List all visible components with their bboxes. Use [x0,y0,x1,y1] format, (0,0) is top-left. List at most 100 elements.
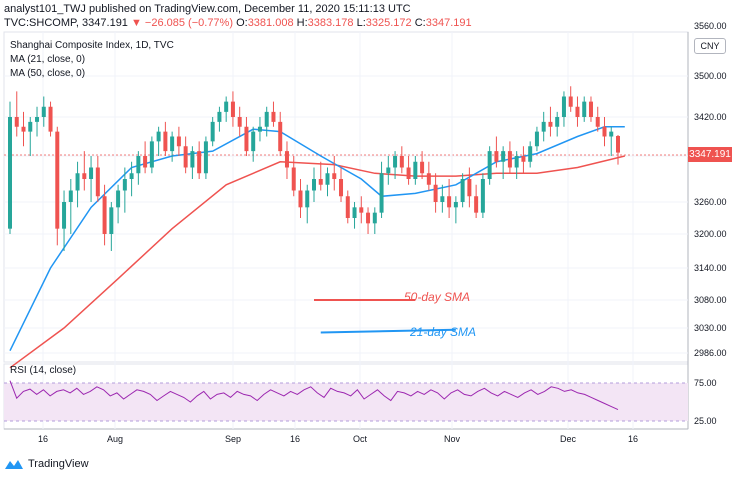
candle-body [575,106,580,117]
candle-body [95,167,100,197]
candle-body [190,151,195,168]
tradingview-brand[interactable]: TradingView [4,458,89,470]
ma50-legend[interactable]: MA (50, close, 0) [10,68,86,79]
candle [595,106,600,132]
candle-body [210,121,215,142]
candle-body [251,131,256,152]
candle [521,146,526,174]
rsi-line [9,380,619,411]
candle-body [109,207,114,234]
candle-body [426,173,431,185]
candle-body [291,167,296,191]
ohlc-bar: TVC:SHCOMP, 3347.191 ▼ −26.085 (−0.77%) … [4,17,472,29]
candle [312,167,316,202]
candle [8,101,12,234]
ma50-line [9,155,625,369]
candle-body [183,146,188,168]
candle [440,184,445,213]
candle [568,86,573,112]
candle-body [588,101,593,117]
candle [244,117,249,156]
candle [494,136,499,168]
candle [102,184,107,246]
candle [514,151,519,179]
candle [217,106,222,132]
candle [426,161,431,191]
candle-body [129,173,134,179]
candle [339,167,344,202]
candle [210,117,215,147]
candle [548,106,553,137]
candle [197,141,202,179]
candle [609,126,614,156]
candle [149,136,154,174]
candle [406,156,411,185]
candle-body [501,151,506,162]
candle-body [257,126,262,132]
candle [55,126,60,246]
candle [555,111,560,137]
candle [122,167,127,213]
candle-body [345,196,350,218]
candle-body [372,212,377,224]
symbol-name[interactable]: TVC:SHCOMP, [4,17,79,29]
candle [89,156,94,202]
candle [278,111,283,156]
candle [487,146,492,185]
candle-body [278,121,283,152]
candle [251,126,256,162]
x-tick-label: 16 [38,434,48,444]
candle [345,190,350,224]
candle [176,126,181,156]
candle [507,141,512,174]
candle [14,91,19,137]
candle [433,173,438,213]
candle-body [595,117,600,127]
candle-body [170,136,175,152]
candle [332,156,337,191]
brand-name: TradingView [28,458,89,470]
candle [224,96,229,122]
sma21-annotation: 21-day SMA [410,325,477,339]
x-tick-label: Nov [444,434,461,444]
candle [68,179,73,234]
candle-body [156,131,161,142]
candle-body [366,212,371,224]
candle-body [541,121,546,132]
candle-body [453,202,458,208]
candle [501,146,506,179]
ma21-line [9,126,625,352]
candle [75,161,80,208]
x-tick-label: 16 [628,434,638,444]
candle [359,196,364,224]
candle-body [116,190,121,208]
candle-body [555,117,560,127]
candle [541,111,546,142]
candle [420,151,425,179]
currency-badge: CNY [694,38,726,54]
candle [453,196,458,224]
candle [616,135,620,165]
candle-body [41,106,46,117]
ma21-legend[interactable]: MA (21, close, 0) [10,54,86,65]
price-tick-label: 3140.00 [694,263,727,273]
rsi-legend[interactable]: RSI (14, close) [10,365,77,376]
candle [41,96,46,127]
candle-body [35,117,40,122]
candle [588,96,593,122]
candle-body [55,131,60,229]
price-tick-label: 3260.00 [694,197,727,207]
candle-body [399,156,404,168]
candle [393,151,398,179]
candle [284,141,289,179]
publish-info: analyst101_TWJ published on TradingView.… [4,3,411,15]
candle-body [359,207,364,213]
candle [372,207,377,234]
candle-body [244,126,249,152]
price-tick-label: 3030.00 [694,323,727,333]
low-label: L: [356,17,366,29]
price-tick-label: 2986.00 [694,348,727,358]
price-tick-label: 3500.00 [694,71,727,81]
rsi-tick-label: 25.00 [694,416,717,426]
